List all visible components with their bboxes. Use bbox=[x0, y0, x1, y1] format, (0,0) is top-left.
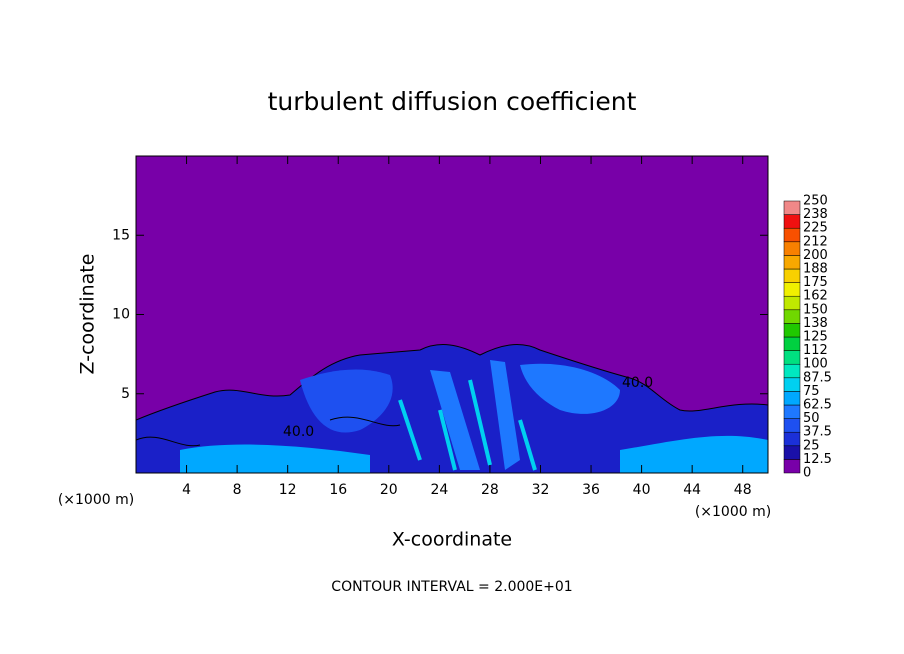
colorbar-band bbox=[783, 309, 801, 324]
colorbar-label: 87.5 bbox=[803, 370, 832, 385]
contour-label: 40.0 bbox=[622, 375, 653, 391]
colorbar-band bbox=[783, 377, 801, 392]
colorbar-label: 225 bbox=[803, 221, 828, 236]
colorbar-label: 50 bbox=[803, 411, 820, 426]
colorbar-label: 0 bbox=[803, 466, 811, 481]
colorbar-band bbox=[783, 459, 801, 474]
colorbar-label: 75 bbox=[803, 384, 820, 399]
x-tick-label: 24 bbox=[430, 482, 448, 498]
colorbar-band bbox=[783, 282, 801, 297]
colorbar-band bbox=[783, 336, 801, 351]
x-tick-label: 12 bbox=[279, 482, 297, 498]
colorbar-label: 100 bbox=[803, 357, 828, 372]
x-tick-label: 44 bbox=[683, 482, 701, 498]
x-tick-label: 32 bbox=[532, 482, 550, 498]
field-streak bbox=[398, 379, 537, 471]
colorbar-label: 37.5 bbox=[803, 425, 832, 440]
y-axis-title: Z-coordinate bbox=[77, 254, 99, 375]
colorbar-band bbox=[783, 295, 801, 311]
x-tick-label: 36 bbox=[582, 482, 600, 498]
colorbar-label: 175 bbox=[803, 275, 828, 290]
x-unit-label: (×1000 m) bbox=[695, 504, 771, 520]
colorbar-band bbox=[783, 418, 801, 433]
footer-note: CONTOUR INTERVAL = 2.000E+01 bbox=[331, 579, 572, 595]
colorbar-label: 162 bbox=[803, 289, 828, 304]
x-tick-label: 28 bbox=[481, 482, 499, 498]
y-tick-label: 10 bbox=[112, 307, 130, 323]
x-tick-label: 20 bbox=[380, 482, 398, 498]
colorbar-band bbox=[783, 255, 801, 270]
field-shape bbox=[430, 360, 620, 470]
y-tick-label: 5 bbox=[121, 386, 130, 402]
y-unit-label: (×1000 m) bbox=[58, 492, 134, 508]
colorbar-label: 25 bbox=[803, 438, 820, 453]
colorbar-band bbox=[783, 268, 801, 283]
x-tick-label: 16 bbox=[329, 482, 347, 498]
field bbox=[136, 156, 768, 473]
colorbar-label: 150 bbox=[803, 302, 828, 317]
colorbar-band bbox=[783, 227, 801, 243]
colorbar-label: 112 bbox=[803, 343, 828, 358]
colorbar-band bbox=[783, 404, 801, 419]
field-shape bbox=[180, 435, 768, 473]
colorbar-band bbox=[783, 323, 801, 338]
y-tick-label: 15 bbox=[112, 227, 130, 243]
field-shape bbox=[300, 369, 393, 433]
x-axis-title: X-coordinate bbox=[392, 529, 512, 551]
colorbar-label: 188 bbox=[803, 262, 828, 277]
colorbar-label: 250 bbox=[803, 194, 828, 209]
colorbar-label: 138 bbox=[803, 316, 828, 331]
chart-title: turbulent diffusion coefficient bbox=[268, 87, 637, 116]
colorbar-label: 125 bbox=[803, 330, 828, 345]
x-tick-label: 8 bbox=[233, 482, 242, 498]
colorbar-label: 212 bbox=[803, 234, 828, 249]
colorbar-label: 62.5 bbox=[803, 398, 832, 413]
colorbar-band bbox=[783, 200, 801, 215]
contour-label: 40.0 bbox=[283, 424, 314, 440]
x-tick-label: 4 bbox=[182, 482, 191, 498]
colorbar-band bbox=[783, 241, 801, 256]
colorbar-label: 238 bbox=[803, 207, 828, 222]
colorbar-band bbox=[783, 214, 801, 229]
colorbar-label: 200 bbox=[803, 248, 828, 263]
x-tick-label: 40 bbox=[633, 482, 651, 498]
colorbar-band bbox=[783, 350, 801, 365]
x-tick-label: 48 bbox=[734, 482, 752, 498]
contour-line bbox=[136, 416, 401, 447]
colorbar-band bbox=[783, 363, 801, 379]
colorbar-label: 12.5 bbox=[803, 452, 832, 467]
colorbar-band bbox=[783, 431, 801, 447]
colorbar-band bbox=[783, 445, 801, 460]
colorbar-band bbox=[783, 391, 801, 406]
